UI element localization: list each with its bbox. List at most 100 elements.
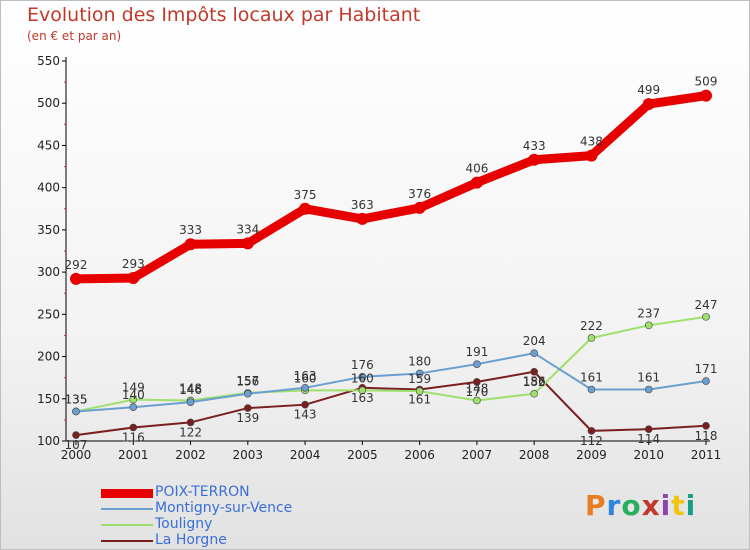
x-tick-label: 2005 <box>347 448 378 462</box>
data-label: 222 <box>580 319 603 333</box>
y-tick-label: 250 <box>37 307 60 321</box>
data-point <box>587 385 596 394</box>
data-point <box>241 237 254 250</box>
data-label: 140 <box>122 388 145 402</box>
data-point <box>642 98 655 111</box>
data-label: 149 <box>122 381 145 395</box>
data-label: 139 <box>236 411 259 425</box>
logo-letter: x <box>641 489 661 522</box>
data-point <box>415 369 424 378</box>
x-tick-label: 2000 <box>61 448 92 462</box>
logo-letter: i <box>660 489 672 522</box>
series-line-3 <box>75 315 707 413</box>
series-line-2 <box>75 352 707 413</box>
data-label: 180 <box>408 354 431 368</box>
y-tick-label: 300 <box>37 265 60 279</box>
data-point <box>184 238 197 251</box>
y-tick-label: 150 <box>37 392 60 406</box>
data-point <box>530 367 538 376</box>
data-label: 156 <box>523 375 546 389</box>
data-label: 438 <box>580 135 603 149</box>
data-label: 171 <box>695 362 718 376</box>
data-point <box>470 176 483 189</box>
data-point <box>299 202 312 215</box>
data-label: 122 <box>179 425 202 439</box>
x-tick-label: 2011 <box>691 448 722 462</box>
data-label: 406 <box>465 162 488 176</box>
data-label: 509 <box>695 75 718 89</box>
data-label: 159 <box>408 372 431 386</box>
data-point <box>530 349 538 357</box>
data-point <box>186 398 195 406</box>
data-label: 135 <box>65 392 88 406</box>
series-line-1 <box>71 91 711 284</box>
data-label: 375 <box>294 188 317 202</box>
data-point <box>644 385 653 394</box>
data-label: 161 <box>637 370 660 384</box>
data-point <box>702 421 710 430</box>
data-label: 163 <box>294 369 317 383</box>
x-tick-label: 2003 <box>233 448 264 462</box>
data-point <box>301 400 309 409</box>
data-point <box>129 403 138 412</box>
data-label: 163 <box>351 391 374 405</box>
x-tick-label: 2006 <box>404 448 435 462</box>
data-point <box>70 272 82 285</box>
data-label: 182 <box>523 375 546 389</box>
data-label: 176 <box>351 358 374 372</box>
y-tick-label: 100 <box>37 434 60 448</box>
data-label: 376 <box>408 187 431 201</box>
data-label: 293 <box>122 257 145 271</box>
data-point <box>473 396 481 405</box>
data-point <box>585 149 598 162</box>
data-point <box>644 425 653 433</box>
legend-label: La Horgne <box>155 532 227 548</box>
logo-letter: P <box>585 489 607 522</box>
data-point <box>530 389 538 398</box>
data-label: 334 <box>236 222 259 236</box>
data-label: 170 <box>465 385 488 399</box>
data-point <box>702 313 710 321</box>
legend-label: Montigny-sur-Vence <box>155 500 293 516</box>
chart-subtitle: (en € et par an) <box>27 29 122 43</box>
data-point <box>72 431 80 439</box>
logo-letter: o <box>621 489 642 522</box>
legend-swatch <box>101 524 153 526</box>
data-label: 499 <box>637 83 660 97</box>
data-label: 116 <box>122 430 145 444</box>
proxiti-logo: Proxiti <box>585 489 696 522</box>
data-label: 204 <box>523 334 546 348</box>
x-tick-label: 2010 <box>633 448 664 462</box>
data-label: 157 <box>236 374 259 388</box>
data-point <box>473 378 481 386</box>
data-point <box>358 373 367 381</box>
data-point <box>356 212 369 225</box>
data-label: 148 <box>179 381 202 395</box>
data-label: 143 <box>294 408 317 422</box>
data-label: 333 <box>179 223 202 237</box>
legend-swatch <box>101 508 153 510</box>
data-point <box>413 201 426 214</box>
y-tick-label: 200 <box>37 350 60 364</box>
data-point <box>358 386 367 395</box>
data-label: 247 <box>695 298 718 312</box>
logo-letter: t <box>671 489 686 522</box>
data-label: 363 <box>351 198 374 212</box>
x-tick-label: 2008 <box>519 448 550 462</box>
data-label: 161 <box>408 392 431 406</box>
data-label: 161 <box>580 370 603 384</box>
data-label: 146 <box>179 383 202 397</box>
data-point <box>244 404 252 412</box>
data-label: 107 <box>65 438 88 452</box>
data-point <box>244 389 252 398</box>
legend-swatch <box>101 488 153 498</box>
logo-letter: r <box>606 489 622 522</box>
data-label: 114 <box>637 432 660 446</box>
data-point <box>186 418 195 427</box>
data-label: 237 <box>637 306 660 320</box>
data-point <box>587 427 596 435</box>
y-tick-label: 450 <box>37 138 60 152</box>
data-point <box>129 423 138 432</box>
data-label: 156 <box>236 375 259 389</box>
